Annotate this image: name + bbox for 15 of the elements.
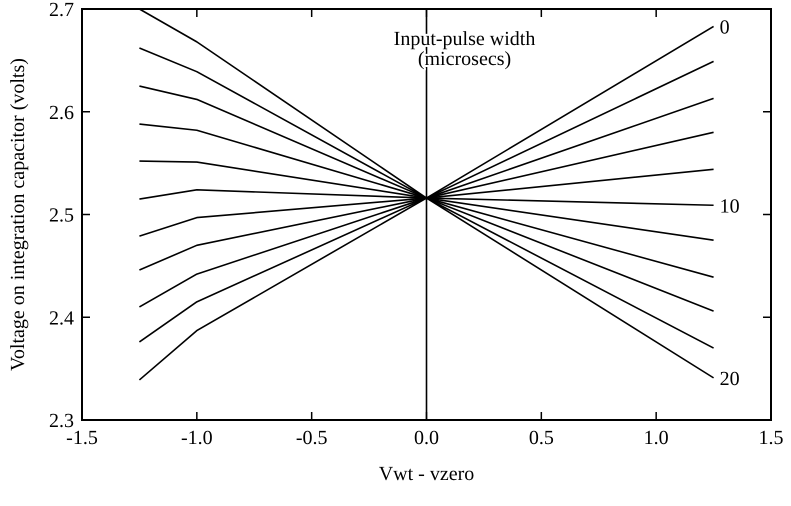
y-tick-label: 2.7 [49,0,74,21]
y-axis-title: Voltage on integration capacitor (volts) [7,58,29,371]
x-tick-label: -1.0 [180,427,213,449]
y-tick-label: 2.5 [49,204,74,226]
x-tick-label: 1.0 [644,427,669,449]
legend-label: 10 [720,195,740,218]
y-tick-label: 2.6 [49,102,74,124]
y-tick-label: 2.4 [49,307,74,330]
x-tick-label: 0.0 [414,427,439,449]
series-label: 20 [720,368,740,390]
series-label: 0 [720,16,730,38]
x-tick-label: -0.5 [296,427,328,449]
x-axis-title: Vwt - vzero [378,463,474,485]
x-tick-label: 1.5 [758,427,784,449]
x-tick-label: 0.5 [528,427,554,449]
